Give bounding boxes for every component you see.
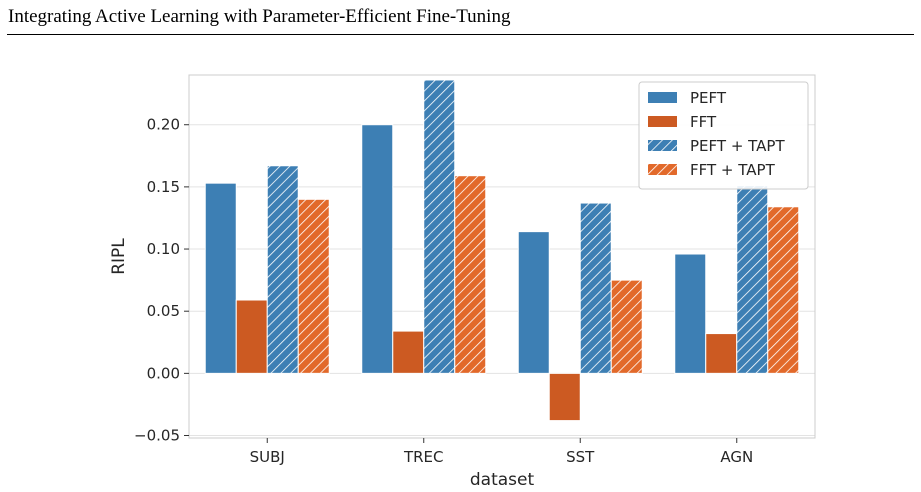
bar-trec-fft bbox=[392, 330, 425, 374]
y-tick-label: 0.10 bbox=[147, 240, 180, 258]
bar-subj-fft-tapt bbox=[297, 198, 330, 374]
y-tick-label: 0.00 bbox=[147, 364, 180, 382]
x-tick-label: SUBJ bbox=[250, 448, 285, 466]
legend-swatch bbox=[648, 140, 677, 151]
plot-frame bbox=[188, 74, 816, 439]
bar-agn-peft-tapt bbox=[736, 185, 769, 374]
legend-label: PEFT + TAPT bbox=[690, 137, 785, 155]
bar-agn-fft bbox=[705, 333, 738, 374]
y-tick-label: 0.05 bbox=[147, 302, 180, 320]
bar-trec-fft-tapt bbox=[454, 175, 487, 374]
bar-agn-peft bbox=[674, 253, 707, 374]
bar-trec-peft bbox=[361, 124, 394, 374]
y-tick-label: 0.15 bbox=[147, 178, 180, 196]
bar-subj-peft bbox=[204, 182, 237, 374]
bar-agn-fft-tapt bbox=[767, 206, 800, 374]
legend-frame bbox=[638, 81, 809, 190]
bar-sst-peft-tapt bbox=[579, 202, 612, 374]
bar-sst-fft bbox=[548, 372, 581, 422]
bar-sst-fft-tapt bbox=[610, 279, 643, 374]
bars bbox=[204, 79, 800, 422]
bar-sst-peft bbox=[517, 231, 550, 374]
bar-trec-peft-tapt bbox=[423, 79, 456, 374]
legend-label: PEFT bbox=[690, 89, 727, 107]
y-axis: −0.05 0.00 0.05 0.10 0.15 0.20 bbox=[134, 116, 189, 445]
bar-subj-peft-tapt bbox=[266, 165, 299, 374]
x-axis-label: dataset bbox=[470, 470, 535, 490]
legend-swatch bbox=[648, 116, 677, 127]
y-tick-label: −0.05 bbox=[134, 427, 180, 445]
legend-label: FFT bbox=[690, 113, 717, 131]
legend-swatch bbox=[648, 164, 677, 175]
legend-swatch bbox=[648, 92, 677, 103]
y-tick-label: 0.20 bbox=[147, 116, 180, 134]
x-tick-label: AGN bbox=[720, 448, 753, 466]
bar-subj-fft bbox=[235, 299, 268, 374]
x-axis: SUBJ TREC SST AGN bbox=[250, 438, 753, 466]
header-rule bbox=[7, 34, 914, 35]
running-header: Integrating Active Learning with Paramet… bbox=[8, 6, 511, 27]
x-tick-label: TREC bbox=[403, 448, 444, 466]
y-axis-label: RIPL bbox=[109, 238, 129, 275]
legend-label: FFT + TAPT bbox=[690, 161, 776, 179]
legend: PEFT FFT PEFT + TAPT FFT + TAPT bbox=[638, 81, 809, 190]
x-tick-label: SST bbox=[566, 448, 595, 466]
